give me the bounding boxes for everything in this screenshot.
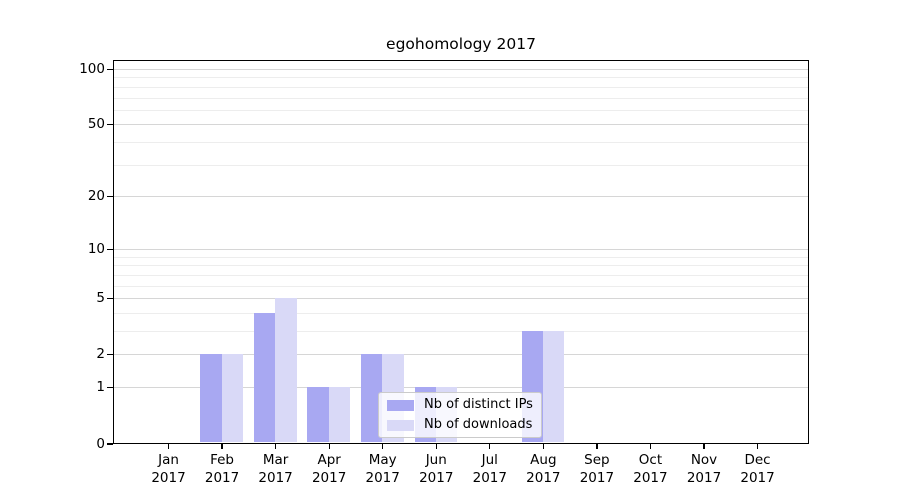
y-tick-label-10: 10 [87, 240, 105, 257]
x-tick-year: 2017 [311, 470, 347, 486]
x-tick-year: 2017 [740, 470, 775, 486]
x-tick-label-jun: Jun 2017 [391, 451, 481, 488]
x-tick-label-jul: Jul 2017 [445, 451, 535, 488]
x-tick-label-jan: Jan 2017 [124, 451, 214, 488]
y-gridline-minor-60 [114, 109, 808, 111]
x-tick-month: Oct [638, 451, 663, 468]
y-gridline-1 [114, 387, 808, 389]
x-tick-month: Dec [744, 451, 771, 468]
x-tick-month: Jun [425, 451, 447, 468]
y-gridline-5 [114, 298, 808, 300]
y-tick-label-50: 50 [87, 116, 105, 133]
x-tick-label-sep: Sep 2017 [552, 451, 642, 488]
x-tick-month: Aug [530, 451, 557, 468]
bar-downloads-mar [275, 298, 297, 443]
bar-downloads-feb [221, 354, 244, 443]
x-tick-year: 2017 [472, 470, 507, 486]
x-tick-month: May [368, 451, 397, 468]
y-gridline-minor-90 [114, 77, 808, 79]
bar-ips-mar [253, 312, 276, 443]
x-tick-year: 2017 [686, 470, 722, 486]
x-tick-month: Nov [690, 451, 718, 468]
x-tick-label-mar: Mar 2017 [231, 451, 321, 488]
x-tick-label-oct: Oct 2017 [605, 451, 695, 488]
x-tick-month: Apr [317, 451, 341, 468]
y-gridline-minor-40 [114, 142, 808, 144]
legend-label-distinct-ips: Nb of distinct IPs [424, 397, 533, 412]
x-tick-label-dec: Dec 2017 [713, 451, 803, 488]
legend-swatch-downloads [387, 419, 414, 431]
y-gridline-minor-8 [114, 265, 808, 267]
bar-ips-may [361, 354, 383, 443]
x-tick-month: Jan [158, 451, 179, 468]
y-gridline-20 [114, 196, 808, 198]
x-tick-month: Mar [262, 451, 289, 468]
x-tick-year: 2017 [258, 470, 293, 486]
y-gridline-minor-4 [114, 312, 808, 314]
y-gridline-100 [114, 68, 808, 70]
y-tick-label-0: 0 [96, 435, 105, 452]
x-tick-year: 2017 [633, 470, 668, 486]
y-tick-label-100: 100 [79, 60, 105, 77]
x-tick-year: 2017 [151, 470, 186, 486]
x-tick-label-nov: Nov 2017 [659, 451, 749, 488]
legend: Nb of distinct IPs Nb of downloads [378, 392, 542, 438]
chart-title: egohomology 2017 [386, 35, 536, 53]
x-tick-year: 2017 [579, 470, 615, 486]
bar-downloads-apr [328, 387, 351, 443]
y-gridline-minor-6 [114, 285, 808, 287]
x-tick-label-apr: Apr 2017 [284, 451, 374, 488]
y-gridline-minor-30 [114, 164, 808, 166]
y-gridline-minor-70 [114, 97, 808, 99]
legend-item-downloads: Nb of downloads [387, 417, 541, 433]
legend-swatch-distinct-ips [387, 399, 414, 411]
y-tick-label-20: 20 [87, 188, 105, 205]
y-gridline-minor-80 [114, 86, 808, 88]
y-tick-label-1: 1 [96, 379, 105, 396]
x-tick-month: Jul [481, 451, 498, 468]
x-tick-label-aug: Aug 2017 [498, 451, 588, 488]
x-tick-label-may: May 2017 [338, 451, 428, 488]
plot-area [113, 59, 809, 444]
x-tick-year: 2017 [419, 470, 454, 486]
legend-label-downloads: Nb of downloads [424, 417, 533, 432]
y-gridline-2 [114, 354, 808, 356]
x-tick-month: Sep [584, 451, 610, 468]
bar-ips-apr [307, 387, 329, 443]
bar-downloads-aug [543, 331, 565, 443]
x-tick-month: Feb [210, 451, 234, 468]
x-tick-year: 2017 [526, 470, 561, 486]
y-gridline-minor-9 [114, 256, 808, 258]
y-gridline-minor-7 [114, 274, 808, 276]
x-tick-label-feb: Feb 2017 [177, 451, 267, 488]
y-gridline-50 [114, 124, 808, 126]
y-tick-label-2: 2 [96, 346, 105, 363]
y-tick-label-5: 5 [96, 289, 105, 306]
y-gridline-10 [114, 248, 808, 250]
y-gridline-minor-3 [114, 331, 808, 333]
legend-item-distinct-ips: Nb of distinct IPs [387, 397, 541, 413]
bar-ips-feb [200, 354, 222, 443]
x-tick-year: 2017 [365, 470, 400, 486]
x-tick-year: 2017 [204, 470, 240, 486]
